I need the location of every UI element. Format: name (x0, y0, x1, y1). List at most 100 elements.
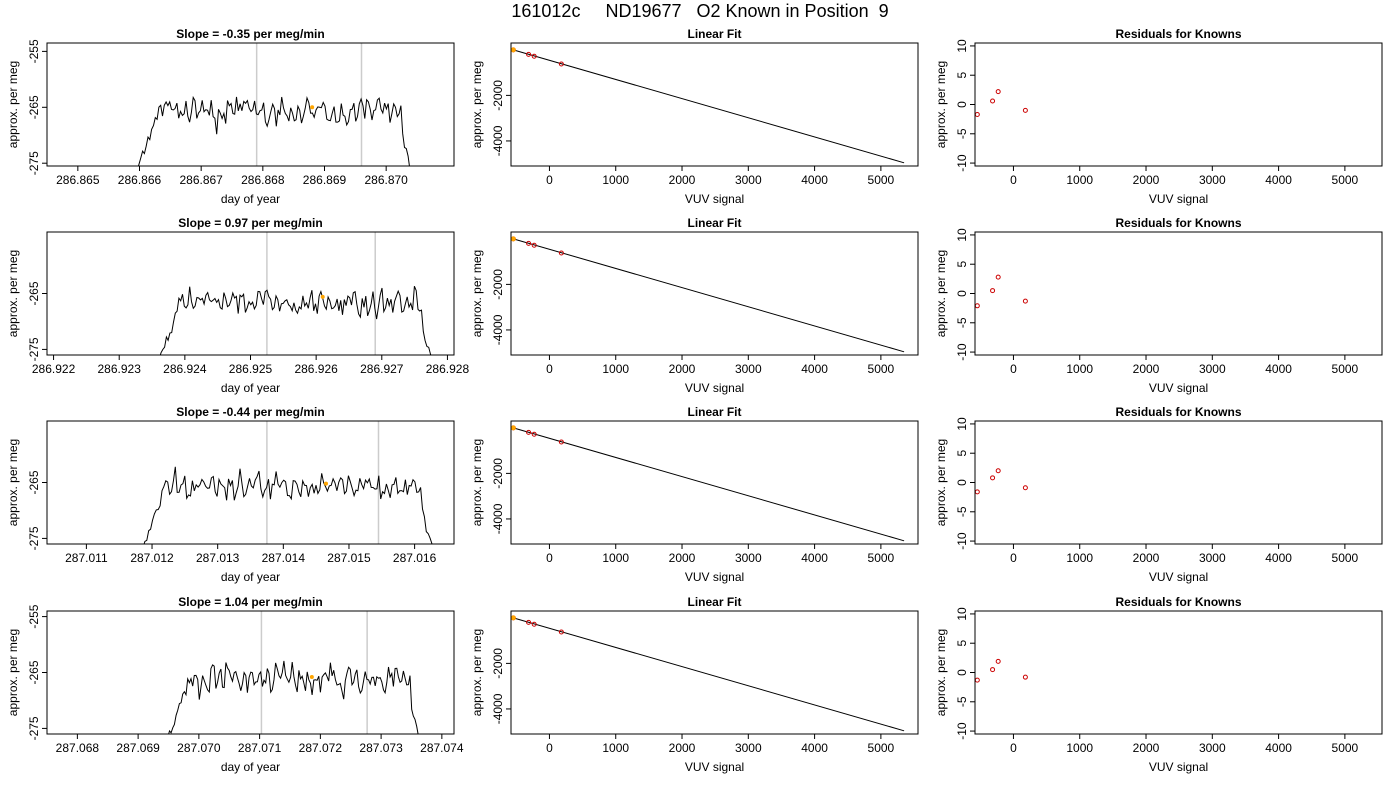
residual-point (990, 98, 996, 104)
panel-trace-row-3: Slope = -0.44 per meg/min 287.011 287.012 2… (6, 405, 455, 584)
data-point (526, 51, 532, 57)
x-tick-label: 3000 (1199, 741, 1226, 755)
y-tick-label: 10 (955, 417, 969, 431)
y-tick-label: 0 (955, 669, 969, 676)
x-tick-label: 286.922 (32, 362, 76, 376)
residual-point (975, 677, 980, 683)
panel-fit-row-1: Linear Fit 0 1000 2000 3000 4000 5000 VUV signa… (470, 27, 919, 206)
panel-title: Linear Fit (687, 595, 741, 609)
y-tick-label: -265 (27, 660, 41, 684)
x-tick-label: 286.925 (229, 362, 273, 376)
fit-line (513, 238, 905, 353)
x-tick-label: 287.014 (262, 551, 306, 565)
x-tick-label: 4000 (801, 362, 828, 376)
y-tick-label: -275 (27, 526, 41, 550)
x-tick-label: 286.926 (294, 362, 338, 376)
x-tick-label: 0 (546, 362, 553, 376)
x-axis-label: day of year (221, 192, 280, 206)
x-axis-label: VUV signal (1149, 760, 1208, 774)
x-tick-label: 1000 (1066, 362, 1093, 376)
data-point (558, 250, 564, 256)
y-tick-label: 10 (955, 39, 969, 53)
y-axis-label: approx. per meg (6, 250, 20, 337)
y-tick-label: -265 (27, 95, 41, 119)
highlight-point (511, 425, 516, 431)
y-tick-label: -4000 (491, 314, 505, 345)
figure-title: 161012c ND19677 O2 Known in Position 9 (511, 1, 889, 21)
x-axis-label: VUV signal (685, 192, 744, 206)
trace-line (137, 95, 410, 166)
data-layer (168, 611, 419, 734)
residual-point (995, 658, 1001, 664)
y-axis-label: approx. per meg (470, 61, 484, 148)
y-tick-label: -255 (27, 604, 41, 628)
y-tick-label: -5 (955, 506, 969, 517)
plot-frame (510, 231, 919, 356)
y-axis-label: approx. per meg (6, 629, 20, 716)
plot-frame (974, 610, 1383, 735)
x-tick-label: 1000 (602, 741, 629, 755)
panel-fit-row-2: Linear Fit 0 1000 2000 3000 4000 5000 VUV signa… (470, 216, 919, 395)
x-tick-label: 0 (1010, 173, 1017, 187)
plot-frame (46, 610, 455, 735)
panel-title: Residuals for Knowns (1115, 216, 1241, 230)
y-tick-label: 5 (955, 640, 969, 647)
x-tick-label: 2000 (669, 741, 696, 755)
data-point (531, 53, 537, 59)
panel-residuals-row-3: Residuals for Knowns 0 1000 2000 3000 4000 500… (934, 405, 1383, 584)
x-tick-label: 287.016 (393, 551, 437, 565)
plot-frame (46, 231, 455, 356)
residual-point (995, 89, 1001, 95)
y-tick-label: -255 (27, 39, 41, 63)
residual-point (995, 274, 1001, 280)
residual-point (990, 475, 996, 481)
y-tick-label: -4000 (491, 125, 505, 156)
x-tick-label: 2000 (1133, 173, 1160, 187)
x-tick-label: 5000 (1332, 551, 1359, 565)
x-tick-label: 4000 (1265, 551, 1292, 565)
y-axis-label: approx. per meg (470, 439, 484, 526)
x-tick-label: 287.072 (299, 741, 343, 755)
y-tick-label: 10 (955, 228, 969, 242)
x-tick-label: 5000 (868, 362, 895, 376)
y-tick-label: -4000 (491, 503, 505, 534)
x-tick-label: 3000 (735, 551, 762, 565)
y-tick-label: -2000 (491, 269, 505, 300)
x-tick-label: 286.927 (360, 362, 404, 376)
panel-residuals-row-4: Residuals for Knowns 0 1000 2000 3000 4000 500… (934, 595, 1383, 774)
x-tick-label: 286.870 (364, 173, 408, 187)
x-tick-label: 4000 (801, 551, 828, 565)
x-tick-label: 5000 (1332, 173, 1359, 187)
x-axis-label: day of year (221, 760, 280, 774)
y-tick-label: 5 (955, 261, 969, 268)
y-axis-label: approx. per meg (934, 439, 948, 526)
fit-line (513, 427, 905, 542)
x-tick-label: 287.073 (359, 741, 403, 755)
y-axis-label: approx. per meg (934, 61, 948, 148)
x-axis-label: VUV signal (1149, 381, 1208, 395)
residual-point (1022, 674, 1028, 680)
x-tick-label: 5000 (868, 173, 895, 187)
y-tick-label: -265 (27, 470, 41, 494)
panel-title: Linear Fit (687, 27, 741, 41)
y-tick-label: -2000 (491, 648, 505, 679)
x-tick-label: 0 (1010, 551, 1017, 565)
highlight-point (320, 294, 325, 299)
panel-title: Residuals for Knowns (1115, 595, 1241, 609)
data-point (531, 242, 537, 248)
x-tick-label: 287.015 (327, 551, 371, 565)
x-tick-label: 286.928 (426, 362, 470, 376)
x-tick-label: 4000 (801, 741, 828, 755)
x-tick-label: 2000 (1133, 362, 1160, 376)
x-tick-label: 3000 (1199, 362, 1226, 376)
x-tick-label: 2000 (1133, 551, 1160, 565)
data-layer (511, 236, 905, 353)
panel-title: Residuals for Knowns (1115, 27, 1241, 41)
data-layer (975, 658, 1028, 683)
x-tick-label: 287.013 (196, 551, 240, 565)
y-tick-label: -2000 (491, 458, 505, 489)
x-tick-label: 0 (1010, 362, 1017, 376)
data-layer (511, 615, 905, 732)
x-tick-label: 4000 (1265, 362, 1292, 376)
